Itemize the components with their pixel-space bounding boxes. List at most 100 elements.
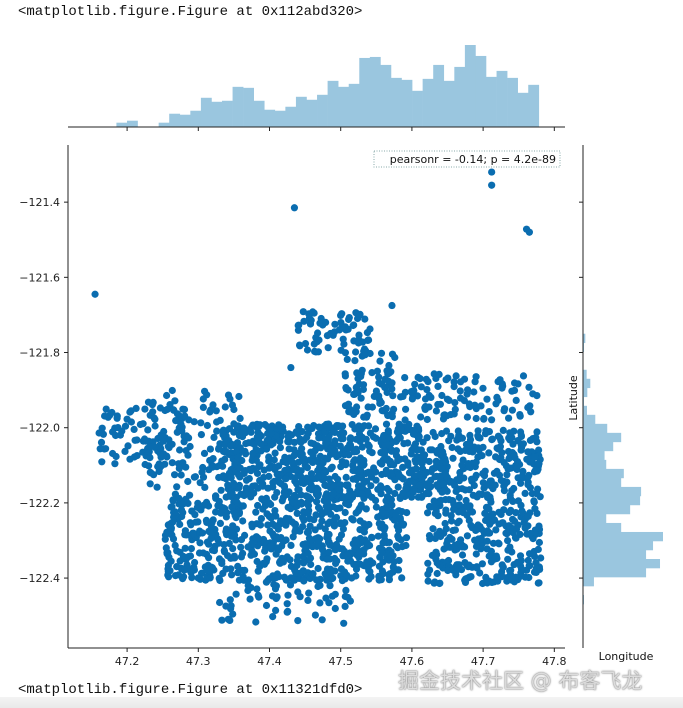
scatter-point [397, 393, 405, 401]
scatter-point [221, 403, 229, 411]
x-hist-bar [179, 114, 191, 127]
scatter-point [378, 520, 386, 528]
scatter-points [91, 158, 545, 627]
scatter-point [371, 468, 379, 476]
x-hist-bar [243, 87, 254, 127]
scatter-point [205, 540, 213, 548]
scatter-point [305, 515, 313, 523]
scatter-point [453, 519, 462, 527]
scatter-point [456, 468, 464, 477]
scatter-point [504, 537, 512, 545]
scatter-point [382, 404, 390, 413]
scatter-point [396, 455, 404, 463]
scatter-point [242, 450, 250, 458]
scatter-point [344, 325, 352, 333]
scatter-point [324, 520, 332, 528]
scatter-point [259, 559, 268, 567]
scatter-point [327, 567, 335, 576]
scatter-point [278, 497, 286, 505]
scatter-point [255, 423, 263, 431]
scatter-point [101, 412, 109, 420]
scatter-point [447, 511, 455, 520]
legend-text: pearsonr = -0.14; p = 4.2e-89 [390, 153, 556, 166]
scatter-point [226, 596, 234, 604]
scatter-point [147, 469, 155, 477]
scatter-point [267, 542, 275, 550]
scatter-point [500, 487, 508, 495]
scatter-point [356, 560, 364, 568]
scatter-point [396, 494, 404, 502]
scatter-point [280, 482, 288, 490]
scatter-point [512, 396, 520, 404]
scatter-point [364, 441, 372, 449]
scatter-point [171, 397, 179, 405]
scatter-point [509, 440, 517, 448]
scatter-point [260, 497, 268, 505]
scatter-point [144, 398, 153, 406]
scatter-point [378, 380, 386, 388]
y-hist-bar [583, 369, 587, 380]
x-hist-bar [169, 113, 181, 127]
scatter-point [186, 491, 194, 499]
scatter-point [509, 525, 518, 533]
y-tick-label: −121.8 [19, 347, 60, 360]
scatter-point [492, 453, 500, 461]
scatter-point [324, 538, 332, 546]
scatter-point [490, 516, 498, 524]
scatter-point [260, 466, 268, 474]
scatter-point [327, 510, 335, 518]
scatter-point [401, 374, 409, 382]
x-hist-bar [327, 80, 339, 127]
scatter-point [367, 573, 375, 581]
scatter-point [532, 559, 540, 567]
scatter-point [311, 611, 319, 619]
scatter-point [354, 375, 362, 383]
scatter-point [322, 318, 330, 326]
y-hist-bar [583, 423, 608, 434]
scatter-point [210, 433, 218, 441]
scatter-point [161, 460, 169, 468]
scatter-point [221, 505, 229, 513]
scatter-point [285, 445, 293, 453]
scatter-point [503, 471, 511, 479]
scatter-point [365, 468, 373, 476]
scatter-point [313, 498, 321, 506]
scatter-point [307, 470, 316, 478]
scatter-point [283, 600, 291, 608]
scatter-point [433, 569, 441, 578]
x-hist-bar [211, 101, 223, 127]
scatter-point [467, 573, 475, 581]
scatter-point [185, 434, 193, 442]
scatter-point [464, 460, 472, 468]
x-tick-label: 47.5 [328, 655, 353, 668]
scatter-point [535, 446, 543, 454]
scatter-point [526, 484, 535, 492]
scatter-point [466, 502, 474, 510]
scatter-point [380, 525, 388, 534]
scatter-point [295, 321, 303, 329]
scatter-point [512, 534, 520, 542]
scatter-point [318, 616, 326, 624]
scatter-point [236, 464, 244, 472]
scatter-point [286, 581, 295, 589]
scatter-point [341, 508, 349, 517]
scatter-point [221, 455, 229, 463]
scatter-point [319, 546, 327, 554]
scatter-point [294, 486, 302, 494]
scatter-point [379, 508, 387, 517]
scatter-point [199, 403, 207, 411]
scatter-point [229, 610, 237, 618]
scatter-point [516, 412, 524, 420]
x-axis-label: Longitude [599, 650, 654, 663]
scatter-point [145, 462, 153, 470]
scatter-point [388, 501, 396, 509]
scatter-point [292, 569, 300, 577]
scatter-point [284, 465, 292, 473]
scatter-point [395, 526, 403, 534]
scatter-point [352, 475, 360, 484]
scatter-point [402, 534, 411, 542]
scatter-point [304, 528, 312, 537]
scatter-point [252, 456, 260, 464]
scatter-point [187, 569, 195, 577]
scatter-point [414, 373, 422, 381]
